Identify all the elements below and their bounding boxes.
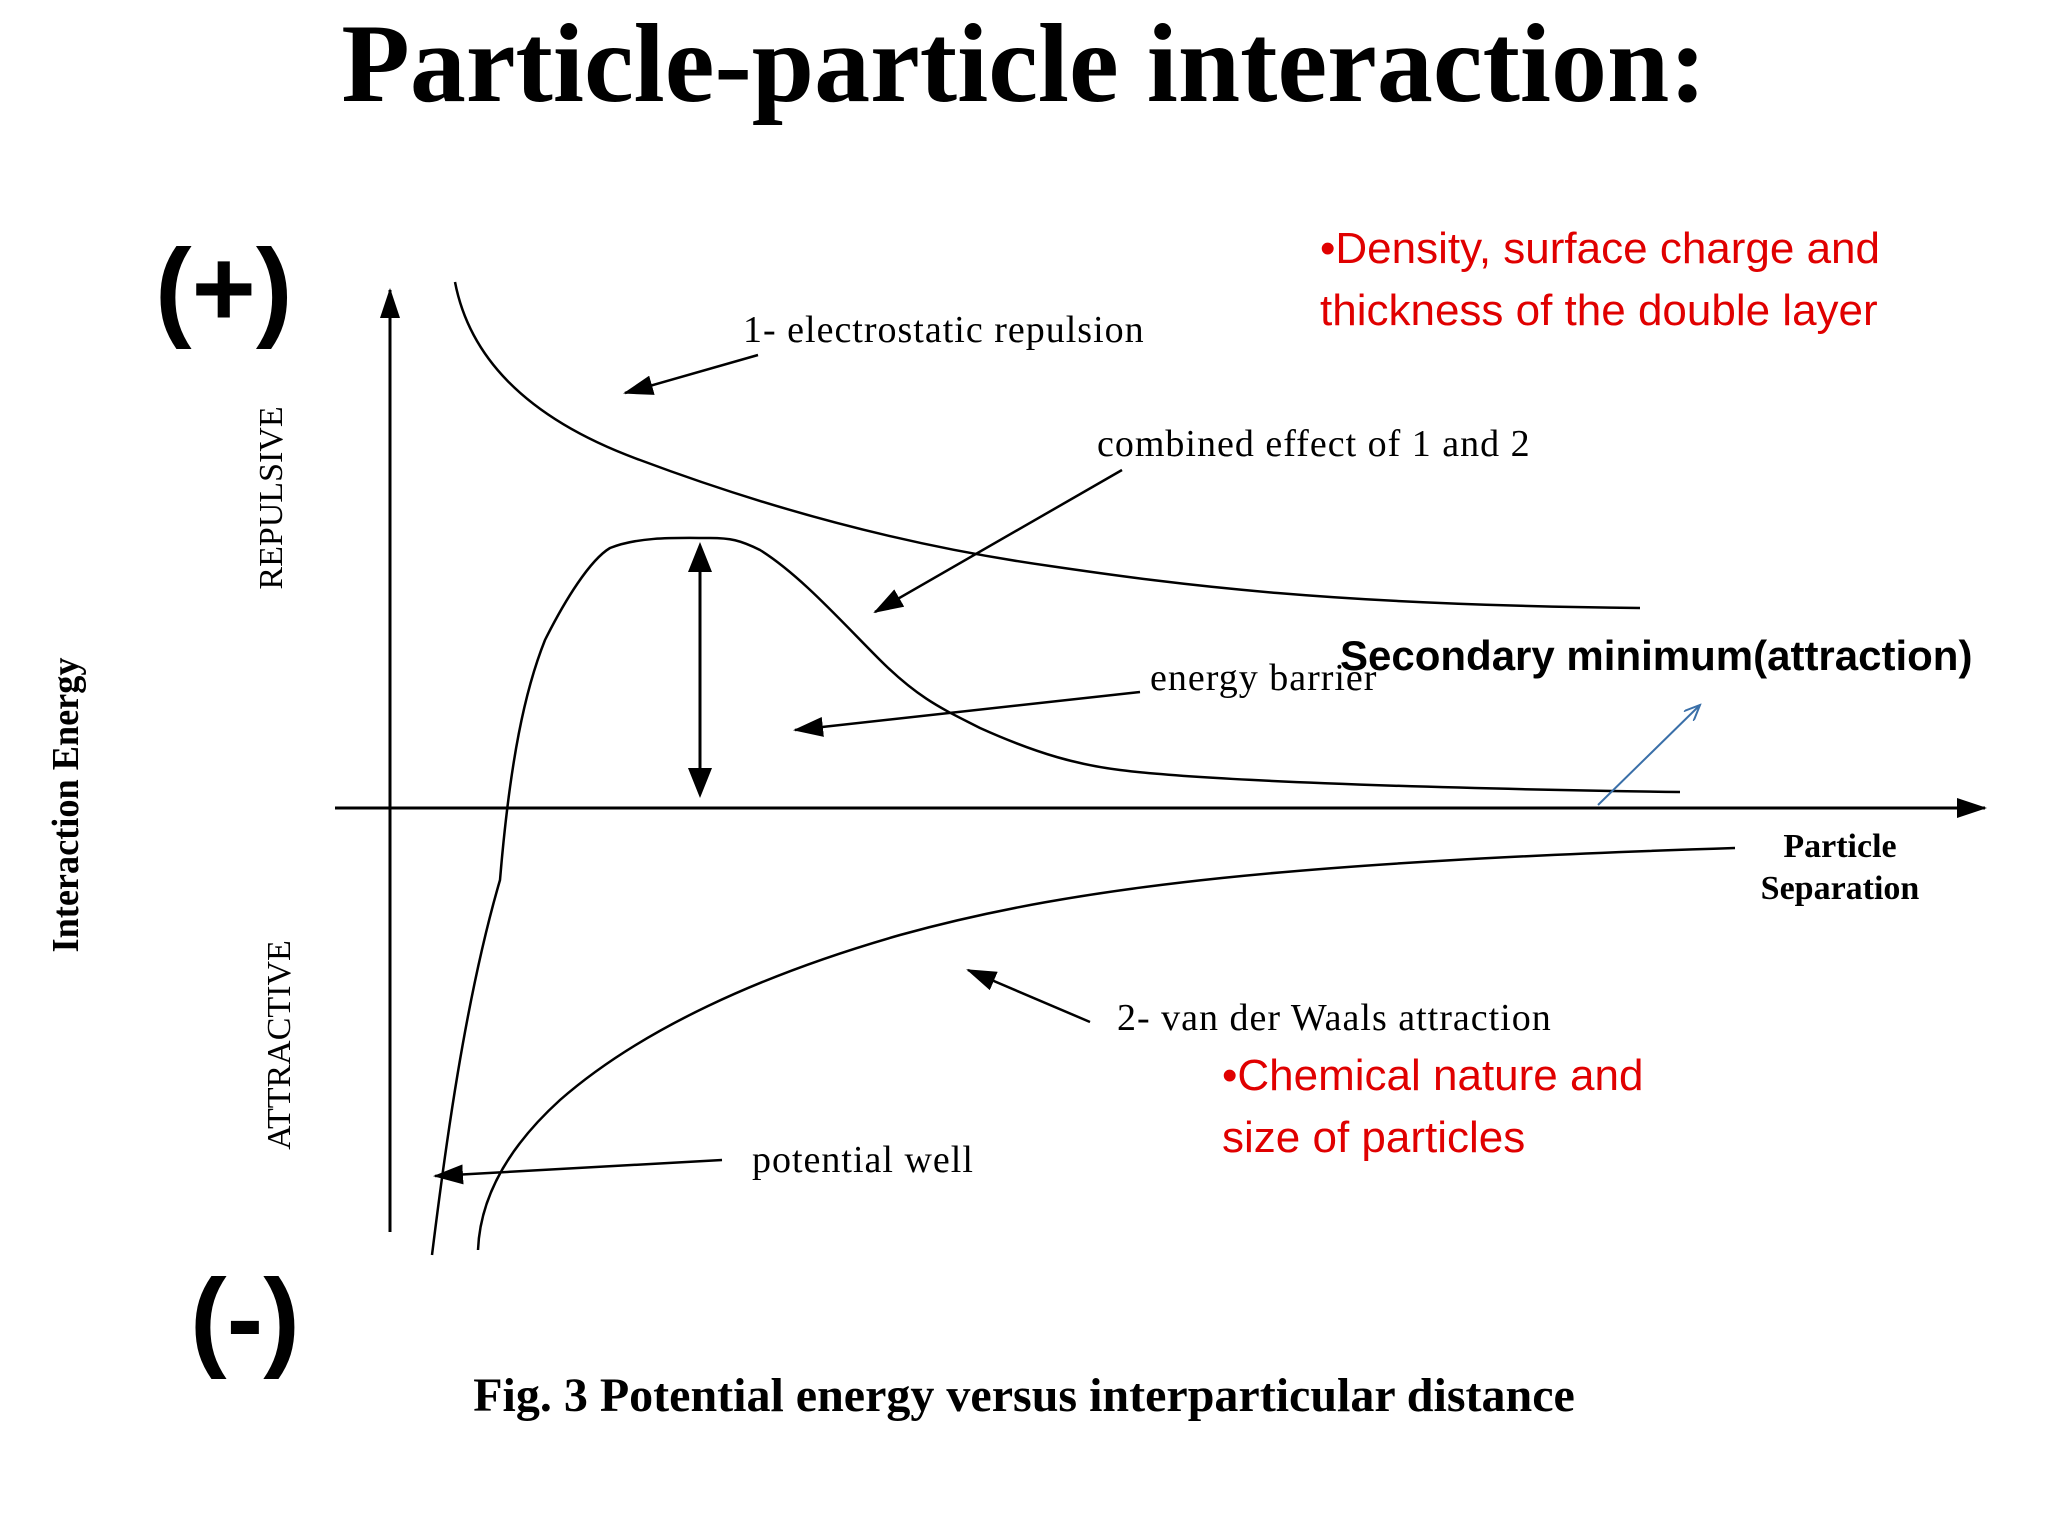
repulsion-note: •Density, surface charge and thickness o… <box>1320 218 1880 342</box>
electrostatic-repulsion-curve <box>453 281 1641 610</box>
x-axis-label-particle: Particle <box>1783 828 1896 865</box>
combined-pointer-arrow <box>873 468 1123 614</box>
vdw-note-line1: •Chemical nature and <box>1222 1051 1644 1100</box>
x-axis-label-separation: Separation <box>1761 870 1920 907</box>
van-der-waals-label: 2- van der Waals attraction <box>1117 997 1552 1039</box>
y-axis-label: Interaction Energy <box>45 658 87 953</box>
attractive-label: ATTRACTIVE <box>261 940 298 1150</box>
vdw-note-line2: size of particles <box>1222 1113 1526 1162</box>
positive-sign: (+) <box>155 227 293 350</box>
repulsion-note-line1: •Density, surface charge and <box>1320 224 1880 273</box>
electrostatic-repulsion-label: 1- electrostatic repulsion <box>743 309 1145 351</box>
well-pointer-arrow <box>433 1158 723 1185</box>
secondary-minimum-label: Secondary minimum(attraction) <box>1340 632 1973 679</box>
combined-effect-curve <box>430 536 1681 1256</box>
negative-sign: (-) <box>190 1257 300 1380</box>
energy-barrier-label: energy barrier <box>1150 657 1377 699</box>
vdw-pointer-arrow <box>966 968 1091 1024</box>
vdw-note: •Chemical nature and size of particles <box>1222 1045 1643 1169</box>
barrier-pointer-arrow <box>793 690 1141 737</box>
figure-caption: Fig. 3 Potential energy versus interpart… <box>473 1369 1575 1422</box>
electrostatic-pointer-arrow <box>623 353 759 395</box>
repulsion-note-line2: thickness of the double layer <box>1320 286 1878 335</box>
combined-effect-label: combined effect of 1 and 2 <box>1097 423 1531 465</box>
repulsive-label: REPULSIVE <box>253 406 290 589</box>
van-der-waals-curve <box>476 846 1736 1251</box>
potential-well-label: potential well <box>752 1139 974 1181</box>
slide-title: Particle-particle interaction: <box>341 2 1707 126</box>
secondary-minimum-arrow <box>1597 705 1700 806</box>
